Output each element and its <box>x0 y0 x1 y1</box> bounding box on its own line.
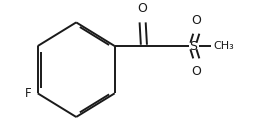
Text: S: S <box>189 40 197 53</box>
Text: CH₃: CH₃ <box>214 41 234 51</box>
Text: O: O <box>138 2 148 14</box>
Text: F: F <box>25 87 31 100</box>
Text: O: O <box>191 14 201 27</box>
Text: O: O <box>191 65 201 78</box>
